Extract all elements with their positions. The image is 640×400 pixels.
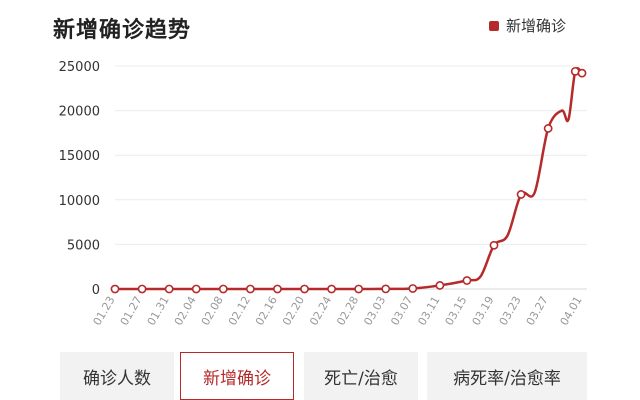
x-tick-label: 02.28 — [334, 294, 361, 328]
series-line — [114, 67, 583, 291]
x-tick-label: 03.15 — [443, 294, 470, 328]
x-tick-label: 03.11 — [415, 294, 442, 328]
data-point — [381, 284, 391, 294]
x-tick-label: 03.03 — [361, 294, 388, 328]
y-tick-label: 20000 — [59, 105, 100, 120]
trend-chart: 0 5000 10000 15000 20000 25000 01.23 01.27 01.31… — [59, 60, 587, 328]
data-point — [300, 284, 309, 294]
x-tick-label: 04.01 — [558, 294, 585, 328]
x-tick-label: 02.12 — [226, 294, 253, 328]
data-point — [435, 281, 445, 290]
data-point — [327, 284, 336, 294]
data-point — [110, 284, 120, 294]
y-tick-label: 0 — [92, 283, 100, 298]
y-tick-label: 15000 — [59, 149, 100, 164]
x-tick-label: 02.16 — [253, 294, 280, 328]
data-point — [273, 284, 282, 294]
x-tick-label: 03.23 — [497, 294, 524, 328]
data-point — [245, 284, 255, 294]
legend-label: 新增确诊 — [506, 17, 567, 35]
y-tick-label: 5000 — [67, 238, 100, 253]
legend-swatch — [489, 20, 499, 31]
tab-new-confirmed[interactable]: 新增确诊 — [180, 352, 294, 400]
x-tick-label: 02.08 — [199, 294, 226, 328]
x-tick-label: 02.04 — [172, 294, 199, 328]
y-tick-label: 25000 — [59, 60, 100, 75]
data-point — [218, 284, 228, 294]
data-point — [408, 284, 418, 293]
data-point — [489, 240, 499, 250]
x-tick-label: 02.24 — [307, 294, 334, 328]
x-tick-label: 03.27 — [524, 294, 551, 328]
tab-confirmed-count[interactable]: 确诊人数 — [60, 352, 174, 400]
tab-fatality-recovery-rate[interactable]: 病死率/治愈率 — [427, 352, 587, 400]
data-point — [354, 284, 364, 294]
chart-legend[interactable]: 新增确诊 — [489, 15, 566, 36]
x-tick-label: 03.07 — [388, 294, 415, 328]
x-tick-label: 01.23 — [91, 294, 118, 328]
data-point — [577, 68, 587, 78]
x-tick-label: 03.19 — [470, 294, 497, 328]
x-tick-label: 02.20 — [280, 294, 307, 328]
tab-death-recovered[interactable]: 死亡/治愈 — [304, 352, 418, 400]
data-point — [462, 276, 472, 285]
data-point — [164, 284, 174, 294]
data-point — [543, 124, 553, 133]
x-tick-label: 01.31 — [145, 294, 172, 328]
data-point — [137, 284, 147, 294]
metric-tabs: 确诊人数 新增确诊 死亡/治愈 病死率/治愈率 — [60, 352, 590, 400]
x-tick-label: 01.27 — [118, 294, 145, 328]
data-point — [191, 284, 201, 294]
data-point — [516, 190, 526, 199]
chart-title: 新增确诊趋势 — [53, 18, 192, 43]
y-tick-label: 10000 — [59, 194, 100, 209]
